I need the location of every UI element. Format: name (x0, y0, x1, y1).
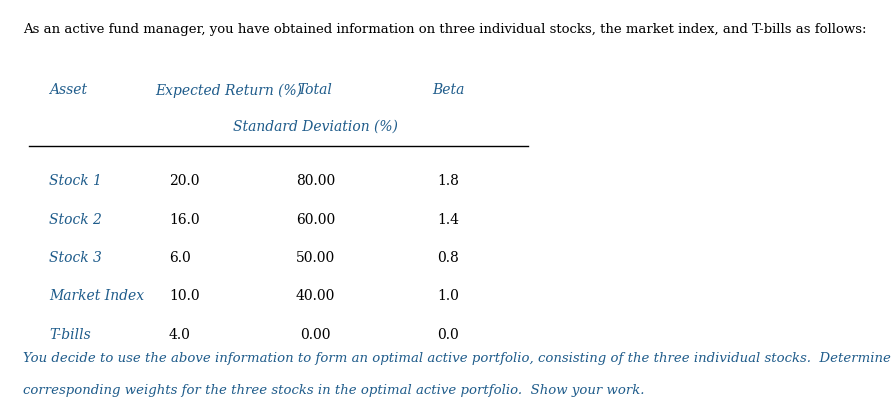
Text: 16.0: 16.0 (169, 213, 200, 227)
Text: T-bills: T-bills (49, 328, 91, 342)
Text: corresponding weights for the three stocks in the optimal active portfolio.  Sho: corresponding weights for the three stoc… (22, 384, 644, 397)
Text: 10.0: 10.0 (169, 289, 200, 303)
Text: 80.00: 80.00 (296, 174, 335, 188)
Text: Stock 1: Stock 1 (49, 174, 102, 188)
Text: You decide to use the above information to form an optimal active portfolio, con: You decide to use the above information … (22, 352, 893, 365)
Text: Standard Deviation (%): Standard Deviation (%) (233, 120, 397, 134)
Text: 1.4: 1.4 (438, 213, 459, 227)
Text: 0.0: 0.0 (438, 328, 459, 342)
Text: Beta: Beta (432, 83, 464, 97)
Text: 0.00: 0.00 (300, 328, 330, 342)
Text: Stock 3: Stock 3 (49, 251, 102, 265)
Text: 1.0: 1.0 (438, 289, 459, 303)
Text: As an active fund manager, you have obtained information on three individual sto: As an active fund manager, you have obta… (22, 23, 866, 36)
Text: Total: Total (298, 83, 333, 97)
Text: Market Index: Market Index (49, 289, 145, 303)
Text: 20.0: 20.0 (169, 174, 199, 188)
Text: 50.00: 50.00 (296, 251, 335, 265)
Text: 6.0: 6.0 (169, 251, 191, 265)
Text: 4.0: 4.0 (169, 328, 191, 342)
Text: 0.8: 0.8 (438, 251, 459, 265)
Text: 60.00: 60.00 (296, 213, 335, 227)
Text: Stock 2: Stock 2 (49, 213, 102, 227)
Text: 40.00: 40.00 (296, 289, 335, 303)
Text: Expected Return (%): Expected Return (%) (155, 83, 303, 98)
Text: Asset: Asset (49, 83, 88, 97)
Text: 1.8: 1.8 (438, 174, 459, 188)
